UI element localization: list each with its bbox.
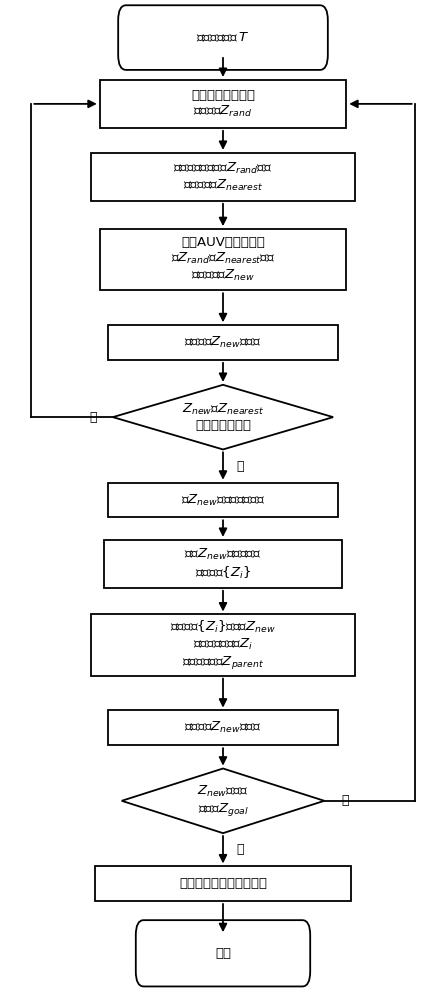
- Bar: [104, 540, 342, 588]
- Text: 否: 否: [237, 460, 244, 473]
- Text: 是: 是: [89, 411, 97, 424]
- Text: 根据AUV的运动能力
在$Z_{rand}$和$Z_{nearest}$之间
产生新节点$Z_{new}$: 根据AUV的运动能力 在$Z_{rand}$和$Z_{nearest}$之间 产…: [171, 236, 275, 283]
- Text: $Z_{new}$和$Z_{nearest}$
之间是否有障碍: $Z_{new}$和$Z_{nearest}$ 之间是否有障碍: [182, 402, 264, 432]
- Bar: [91, 614, 355, 676]
- Bar: [108, 325, 338, 360]
- Text: $Z_{new}$是否为
目标点$Z_{goal}$: $Z_{new}$是否为 目标点$Z_{goal}$: [198, 784, 248, 818]
- Text: 计算到达$Z_{new}$的成本: 计算到达$Z_{new}$的成本: [184, 335, 262, 350]
- Text: 搜索$Z_{new}$附近的所有
已有节点$\{Z_i\}$: 搜索$Z_{new}$附近的所有 已有节点$\{Z_i\}$: [184, 547, 262, 581]
- FancyBboxPatch shape: [118, 5, 328, 70]
- Text: 否: 否: [342, 794, 349, 807]
- Text: 是: 是: [237, 843, 244, 856]
- Bar: [91, 153, 355, 201]
- Bar: [108, 710, 338, 745]
- Bar: [99, 229, 347, 290]
- Text: 更新到达$Z_{new}$的成本: 更新到达$Z_{new}$的成本: [184, 720, 262, 735]
- Polygon shape: [113, 385, 333, 449]
- Text: 从随机树中提取全局路径: 从随机树中提取全局路径: [179, 877, 267, 890]
- Text: 初始化随机树$\,T$: 初始化随机树$\,T$: [196, 31, 250, 44]
- Bar: [95, 866, 351, 901]
- Text: 找出附近$\{Z_i\}$中到达$Z_{new}$
成本最小的节点$Z_i$
作为其父节点$Z_{parent}$: 找出附近$\{Z_i\}$中到达$Z_{new}$ 成本最小的节点$Z_i$ 作…: [170, 619, 276, 671]
- Text: 结束: 结束: [215, 947, 231, 960]
- FancyBboxPatch shape: [136, 920, 310, 986]
- Bar: [108, 483, 338, 517]
- Text: 找到随机树中距离$Z_{rand}$最近
的已有节点$Z_{nearest}$: 找到随机树中距离$Z_{rand}$最近 的已有节点$Z_{nearest}$: [173, 161, 273, 193]
- Text: 在自由空间中产生
随机节点$Z_{rand}$: 在自由空间中产生 随机节点$Z_{rand}$: [191, 89, 255, 119]
- Bar: [99, 80, 347, 128]
- Polygon shape: [122, 768, 324, 833]
- Text: 将$Z_{new}$加入到随机树中: 将$Z_{new}$加入到随机树中: [181, 492, 265, 508]
